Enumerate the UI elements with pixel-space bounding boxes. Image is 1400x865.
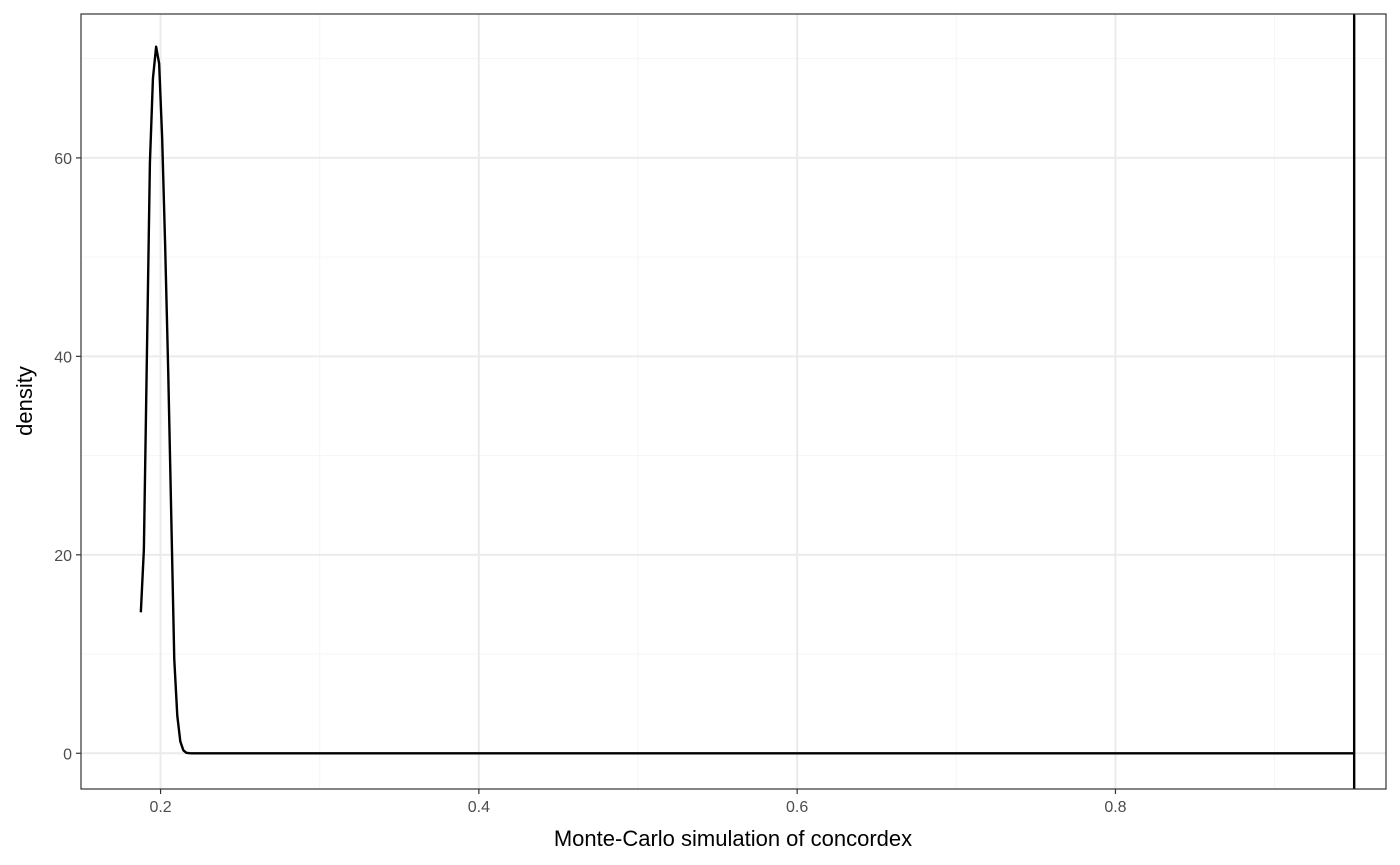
y-tick-label: 20 (54, 548, 72, 565)
x-tick-label: 0.4 (468, 799, 490, 816)
panel-background (81, 14, 1386, 789)
x-tick-label: 0.6 (786, 799, 808, 816)
x-axis-title: Monte-Carlo simulation of concordex (554, 826, 912, 851)
y-axis: 0 20 40 60 (54, 151, 81, 763)
y-tick-label: 0 (63, 746, 72, 763)
y-tick-label: 40 (54, 349, 72, 366)
density-line (139, 45, 1355, 755)
x-axis: 0.2 0.4 0.6 0.8 (149, 789, 1127, 816)
x-tick-label: 0.2 (149, 799, 171, 816)
y-axis-title: density (12, 366, 37, 436)
panel-border (80, 13, 1387, 790)
x-tick-label: 0.8 (1104, 799, 1126, 816)
data-layer (139, 14, 1356, 789)
y-tick-label: 60 (54, 151, 72, 168)
minor-gridlines (81, 14, 1386, 789)
